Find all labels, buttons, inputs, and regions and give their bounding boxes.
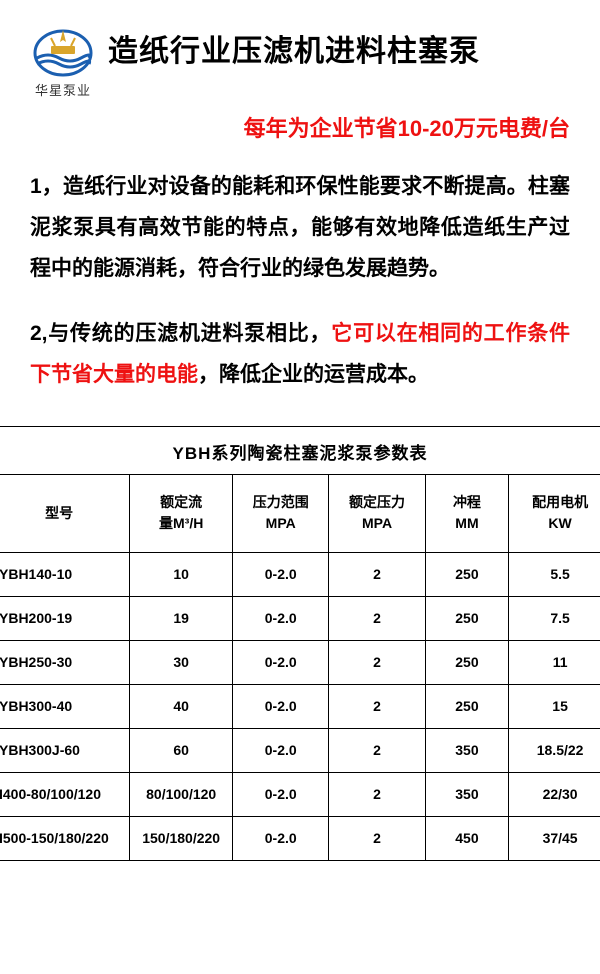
cell: 2	[329, 684, 425, 728]
paragraph-1: 1，造纸行业对设备的能耗和环保性能要求不断提高。柱塞泥浆泵具有高效节能的特点，能…	[0, 161, 600, 290]
col-header-5: 配用电机KW	[509, 474, 600, 552]
cell: 250	[425, 552, 508, 596]
cell: 2	[329, 772, 425, 816]
subtitle-savings: 每年为企业节省10-20万元电费/台	[0, 107, 600, 161]
cell: 150/180/220	[130, 816, 233, 860]
col-header-1: 额定流量M³/H	[130, 474, 233, 552]
cell: I500-150/180/220	[0, 816, 130, 860]
para2-lead: 2,与传统的压滤机进料泵相比，	[30, 322, 331, 345]
cell: 2	[329, 728, 425, 772]
cell: 2	[329, 816, 425, 860]
paragraph-2: 2,与传统的压滤机进料泵相比，它可以在相同的工作条件下节省大量的电能，降低企业的…	[0, 308, 600, 396]
header: 华星泵业 造纸行业压滤机进料柱塞泵	[0, 0, 600, 107]
cell: 5.5	[509, 552, 600, 596]
cell: I400-80/100/120	[0, 772, 130, 816]
cell: 350	[425, 772, 508, 816]
table-row: I500-150/180/220150/180/2200-2.0245037/4…	[0, 816, 600, 860]
cell: YBH200-19	[0, 596, 130, 640]
col-header-2: 压力范围MPA	[233, 474, 329, 552]
spec-table: 型号额定流量M³/H压力范围MPA额定压力MPA冲程MM配用电机KW YBH14…	[0, 474, 600, 861]
cell: 40	[130, 684, 233, 728]
cell: 2	[329, 552, 425, 596]
table-row: YBH250-30300-2.0225011	[0, 640, 600, 684]
cell: 11	[509, 640, 600, 684]
cell: 80/100/120	[130, 772, 233, 816]
cell: 19	[130, 596, 233, 640]
cell: 2	[329, 596, 425, 640]
spec-table-section: YBH系列陶瓷柱塞泥浆泵参数表 型号额定流量M³/H压力范围MPA额定压力MPA…	[0, 426, 600, 861]
cell: 30	[130, 640, 233, 684]
cell: 0-2.0	[233, 684, 329, 728]
cell: 0-2.0	[233, 728, 329, 772]
table-row: YBH200-19190-2.022507.5	[0, 596, 600, 640]
cell: YBH140-10	[0, 552, 130, 596]
logo-icon	[33, 28, 93, 78]
cell: 60	[130, 728, 233, 772]
table-row: YBH140-10100-2.022505.5	[0, 552, 600, 596]
cell: 18.5/22	[509, 728, 600, 772]
table-head: 型号额定流量M³/H压力范围MPA额定压力MPA冲程MM配用电机KW	[0, 474, 600, 552]
cell: 0-2.0	[233, 816, 329, 860]
cell: 2	[329, 640, 425, 684]
cell: 0-2.0	[233, 596, 329, 640]
cell: YBH300J-60	[0, 728, 130, 772]
cell: 15	[509, 684, 600, 728]
cell: YBH250-30	[0, 640, 130, 684]
col-header-0: 型号	[0, 474, 130, 552]
cell: 37/45	[509, 816, 600, 860]
col-header-4: 冲程MM	[425, 474, 508, 552]
cell: 450	[425, 816, 508, 860]
col-header-3: 额定压力MPA	[329, 474, 425, 552]
cell: 350	[425, 728, 508, 772]
brand-name: 华星泵业	[35, 80, 91, 99]
cell: 22/30	[509, 772, 600, 816]
cell: 250	[425, 596, 508, 640]
table-row: YBH300J-60600-2.0235018.5/22	[0, 728, 600, 772]
cell: 0-2.0	[233, 772, 329, 816]
table-title: YBH系列陶瓷柱塞泥浆泵参数表	[0, 426, 600, 474]
brand-logo: 华星泵业	[24, 28, 102, 99]
cell: 250	[425, 640, 508, 684]
cell: 0-2.0	[233, 552, 329, 596]
page-title: 造纸行业压滤机进料柱塞泵	[108, 28, 480, 70]
cell: 0-2.0	[233, 640, 329, 684]
cell: 250	[425, 684, 508, 728]
table-body: YBH140-10100-2.022505.5YBH200-19190-2.02…	[0, 552, 600, 860]
cell: YBH300-40	[0, 684, 130, 728]
table-row: I400-80/100/12080/100/1200-2.0235022/30	[0, 772, 600, 816]
table-row: YBH300-40400-2.0225015	[0, 684, 600, 728]
cell: 10	[130, 552, 233, 596]
cell: 7.5	[509, 596, 600, 640]
para2-tail: ，降低企业的运营成本。	[198, 363, 429, 386]
